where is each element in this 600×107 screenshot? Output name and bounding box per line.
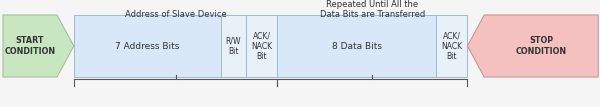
Bar — [246, 15, 277, 77]
Text: 8 Data Bits: 8 Data Bits — [332, 42, 382, 51]
Text: ACK/
NACK
Bit: ACK/ NACK Bit — [251, 31, 272, 61]
Text: Address of Slave Device: Address of Slave Device — [125, 10, 227, 19]
Bar — [74, 15, 221, 77]
Text: Repeated Until All the
Data Bits are Transferred: Repeated Until All the Data Bits are Tra… — [320, 0, 425, 19]
Text: R/W
Bit: R/W Bit — [226, 36, 241, 56]
Bar — [221, 15, 246, 77]
Text: STOP
CONDITION: STOP CONDITION — [515, 36, 567, 56]
Bar — [436, 15, 467, 77]
Bar — [277, 15, 436, 77]
Polygon shape — [3, 15, 74, 77]
Polygon shape — [467, 15, 598, 77]
Text: 7 Address Bits: 7 Address Bits — [115, 42, 179, 51]
Text: ACK/
NACK
Bit: ACK/ NACK Bit — [441, 31, 463, 61]
Text: START
CONDITION: START CONDITION — [4, 36, 56, 56]
